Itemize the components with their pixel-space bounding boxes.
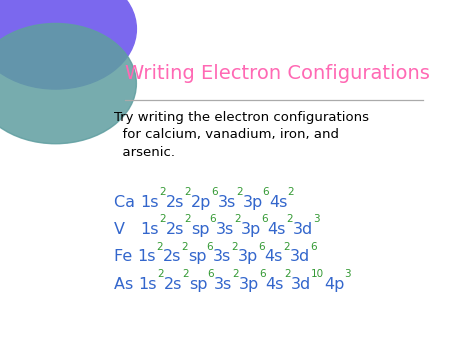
Text: 2s: 2s bbox=[163, 249, 181, 264]
Text: 3s: 3s bbox=[218, 195, 236, 209]
Text: 2: 2 bbox=[159, 214, 166, 224]
Text: 2: 2 bbox=[156, 242, 163, 252]
Text: 6: 6 bbox=[207, 269, 214, 279]
Text: 2s: 2s bbox=[166, 222, 184, 237]
Text: 4s: 4s bbox=[268, 222, 286, 237]
Text: 2: 2 bbox=[184, 214, 191, 224]
Text: 2: 2 bbox=[283, 242, 290, 252]
Text: 6: 6 bbox=[206, 242, 213, 252]
Text: 3s: 3s bbox=[214, 277, 232, 291]
Text: 4s: 4s bbox=[264, 249, 283, 264]
Text: 2: 2 bbox=[181, 242, 188, 252]
Text: As: As bbox=[114, 277, 139, 291]
Text: 2: 2 bbox=[288, 187, 294, 197]
Text: 3s: 3s bbox=[213, 249, 231, 264]
Text: 1s: 1s bbox=[141, 222, 159, 237]
Text: 1s: 1s bbox=[139, 277, 157, 291]
Text: 4p: 4p bbox=[324, 277, 345, 291]
Text: 2s: 2s bbox=[164, 277, 182, 291]
Text: 2: 2 bbox=[182, 269, 189, 279]
Text: 6: 6 bbox=[211, 187, 218, 197]
Text: 2: 2 bbox=[232, 269, 239, 279]
Text: 4s: 4s bbox=[266, 277, 284, 291]
Text: 2p: 2p bbox=[191, 195, 211, 209]
Circle shape bbox=[0, 0, 137, 89]
Text: 3: 3 bbox=[313, 214, 319, 224]
Text: Fe: Fe bbox=[114, 249, 138, 264]
Text: 6: 6 bbox=[310, 242, 317, 252]
Text: 2: 2 bbox=[234, 214, 241, 224]
Text: Ca: Ca bbox=[114, 195, 140, 209]
Text: sp: sp bbox=[191, 222, 210, 237]
Text: 6: 6 bbox=[259, 269, 266, 279]
Text: 2s: 2s bbox=[165, 195, 184, 209]
Text: Writing Electron Configurations: Writing Electron Configurations bbox=[125, 65, 430, 83]
Text: 3p: 3p bbox=[238, 249, 258, 264]
Text: 3d: 3d bbox=[290, 249, 310, 264]
Text: 6: 6 bbox=[261, 214, 268, 224]
Text: 2: 2 bbox=[284, 269, 291, 279]
Text: 2: 2 bbox=[157, 269, 164, 279]
Text: sp: sp bbox=[189, 277, 207, 291]
Text: 6: 6 bbox=[258, 242, 264, 252]
Text: 6: 6 bbox=[210, 214, 216, 224]
Text: 2: 2 bbox=[184, 187, 191, 197]
Text: sp: sp bbox=[188, 249, 206, 264]
Circle shape bbox=[0, 23, 137, 144]
Text: 3p: 3p bbox=[243, 195, 263, 209]
Text: 1s: 1s bbox=[138, 249, 156, 264]
Text: V: V bbox=[114, 222, 141, 237]
Text: 3d: 3d bbox=[293, 222, 313, 237]
Text: 3s: 3s bbox=[216, 222, 234, 237]
Text: 4s: 4s bbox=[269, 195, 288, 209]
Text: 2: 2 bbox=[286, 214, 293, 224]
Text: 2: 2 bbox=[231, 242, 238, 252]
Text: 3p: 3p bbox=[241, 222, 261, 237]
Text: 2: 2 bbox=[159, 187, 165, 197]
Text: 3d: 3d bbox=[291, 277, 311, 291]
Text: 10: 10 bbox=[311, 269, 324, 279]
Text: Try writing the electron configurations
  for calcium, vanadium, iron, and
  ars: Try writing the electron configurations … bbox=[114, 111, 369, 159]
Text: 3: 3 bbox=[345, 269, 351, 279]
Text: 2: 2 bbox=[236, 187, 243, 197]
Text: 1s: 1s bbox=[140, 195, 159, 209]
Text: 6: 6 bbox=[263, 187, 269, 197]
Text: 3p: 3p bbox=[239, 277, 259, 291]
